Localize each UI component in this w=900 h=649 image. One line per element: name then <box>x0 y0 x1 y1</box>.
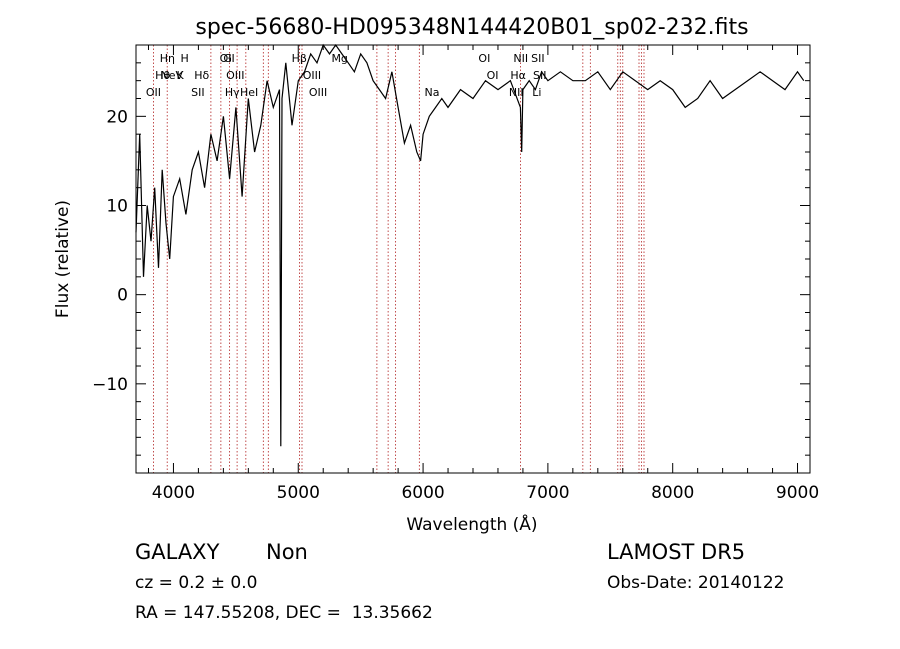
y-tick-label: 0 <box>117 286 128 306</box>
cz-text: cz = 0.2 ± 0.0 <box>135 573 258 593</box>
x-tick-label: 8000 <box>651 483 694 503</box>
emission-line-label: HeI <box>240 86 258 99</box>
chart-title: spec-56680-HD095348N144420B01_sp02-232.f… <box>195 15 748 40</box>
emission-line-label: NII <box>509 86 524 99</box>
emission-line-label: NeV <box>160 69 183 82</box>
emission-line-label: K <box>176 69 184 82</box>
emission-line-label: Hα <box>510 69 526 82</box>
y-axis-label: Flux (relative) <box>53 200 73 318</box>
x-axis-label: Wavelength (Å) <box>406 513 537 535</box>
marker-lines <box>153 45 645 473</box>
emission-line-label: Na <box>425 86 440 99</box>
emission-line-label: SII <box>531 52 544 65</box>
emission-line-label: G <box>223 52 232 65</box>
emission-line-label: OII <box>146 86 161 99</box>
x-tick-label: 9000 <box>776 483 819 503</box>
emission-line-label: H <box>180 52 188 65</box>
emission-line-label: Hγ <box>225 86 240 99</box>
radec-text: RA = 147.55208, DEC = 13.35662 <box>135 603 433 623</box>
subclass-label: Non <box>266 540 308 564</box>
emission-line-label: Hθ <box>155 69 170 82</box>
spectrum-line <box>135 43 805 447</box>
y-axis: −10 0 10 20 <box>92 62 810 456</box>
marker-labels: NeV OII OII Hη Hθ HeI KH Hδ SII G OIII Hγ Hβ OIII OIII… <box>146 52 547 99</box>
emission-line-label: OII <box>220 52 235 65</box>
survey-label: LAMOST DR5 <box>607 540 746 564</box>
x-tick-label: 5000 <box>277 483 320 503</box>
x-tick-label: 4000 <box>152 483 195 503</box>
class-label: GALAXY <box>135 540 220 564</box>
emission-line-label: OI <box>487 69 499 82</box>
emission-line-label: OI <box>478 52 490 65</box>
emission-line-label: Hβ <box>292 52 307 65</box>
x-tick-label: 7000 <box>526 483 569 503</box>
emission-line-label: Hη <box>160 52 175 65</box>
emission-line-label: OIII <box>226 69 244 82</box>
emission-line-label: Hδ <box>194 69 209 82</box>
y-tick-label: 20 <box>106 107 128 127</box>
obs-date-text: Obs-Date: 20140122 <box>607 573 785 593</box>
y-tick-label: 10 <box>106 197 128 217</box>
x-tick-label: 6000 <box>401 483 444 503</box>
emission-line-label: Li <box>532 86 541 99</box>
emission-line-label: Mg <box>331 52 347 65</box>
y-tick-label: −10 <box>92 375 128 395</box>
emission-line-label: NII <box>513 52 528 65</box>
x-axis: 4000 5000 6000 7000 8000 9000 <box>147 45 819 503</box>
emission-line-label: OIII <box>309 86 327 99</box>
emission-line-label: SII <box>191 86 204 99</box>
emission-line-label: OIII <box>303 69 321 82</box>
